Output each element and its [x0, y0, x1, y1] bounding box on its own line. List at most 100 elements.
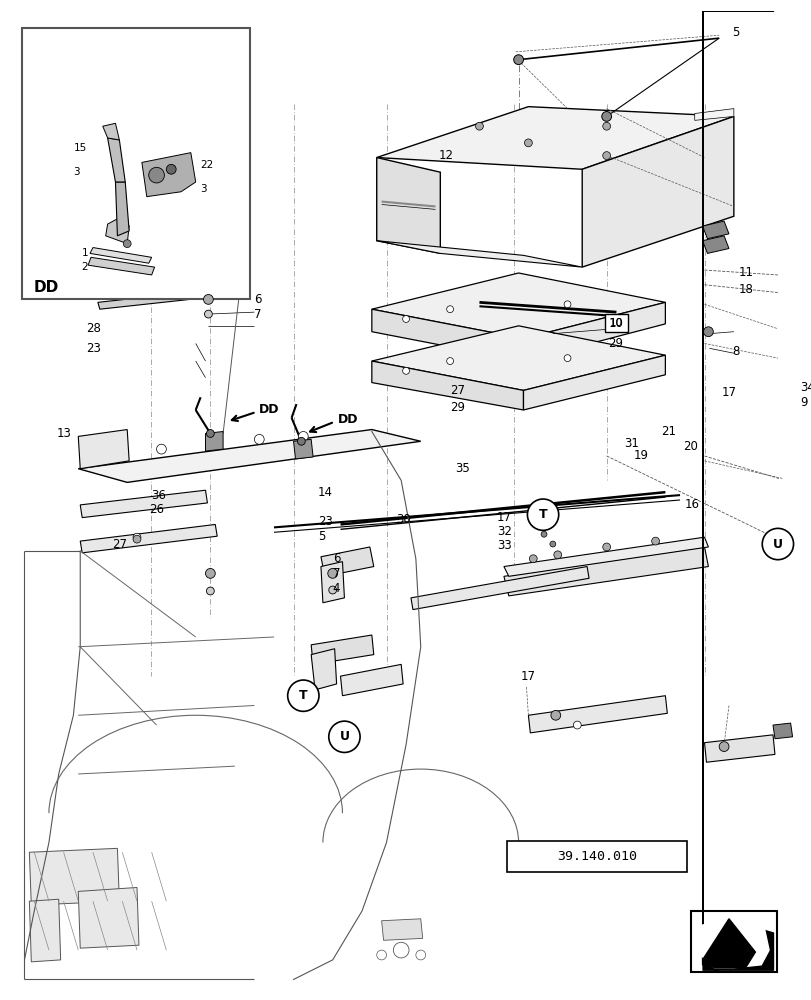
Polygon shape [294, 439, 313, 459]
Polygon shape [80, 490, 207, 518]
Text: 10: 10 [608, 317, 623, 330]
Polygon shape [523, 355, 664, 410]
Polygon shape [381, 919, 423, 940]
Polygon shape [98, 293, 190, 309]
Polygon shape [340, 664, 402, 696]
Text: 2: 2 [81, 262, 88, 272]
Circle shape [719, 742, 728, 751]
Text: 10: 10 [609, 318, 622, 328]
Circle shape [702, 327, 712, 337]
Polygon shape [78, 430, 420, 482]
Text: 33: 33 [496, 539, 511, 552]
Circle shape [762, 528, 792, 560]
Polygon shape [376, 107, 733, 169]
Polygon shape [80, 524, 217, 553]
Polygon shape [108, 138, 125, 182]
Circle shape [527, 499, 558, 530]
Circle shape [550, 710, 560, 720]
Circle shape [298, 432, 308, 441]
Polygon shape [78, 430, 129, 469]
Circle shape [402, 316, 409, 322]
Polygon shape [105, 216, 129, 244]
Polygon shape [376, 158, 440, 253]
Text: 26: 26 [148, 503, 164, 516]
Text: 39.140.010: 39.140.010 [556, 850, 636, 863]
Text: 31: 31 [624, 437, 638, 450]
Text: 12: 12 [438, 149, 453, 162]
Circle shape [297, 437, 305, 445]
Circle shape [204, 295, 213, 304]
Bar [22, 28, 249, 299]
Polygon shape [78, 887, 139, 948]
Text: 3: 3 [200, 184, 207, 194]
Polygon shape [504, 547, 707, 596]
Circle shape [573, 721, 581, 729]
Text: 21: 21 [661, 425, 676, 438]
Polygon shape [704, 735, 774, 762]
Circle shape [206, 430, 214, 437]
Polygon shape [205, 432, 223, 451]
Text: 36: 36 [152, 489, 166, 502]
Text: 8: 8 [731, 345, 738, 358]
Circle shape [206, 587, 214, 595]
Polygon shape [694, 109, 733, 120]
Text: 23: 23 [86, 342, 101, 355]
Circle shape [513, 55, 523, 65]
Bar [690, 911, 776, 972]
FancyBboxPatch shape [506, 841, 686, 872]
Circle shape [148, 167, 164, 183]
Polygon shape [320, 547, 373, 576]
Text: 15: 15 [73, 143, 87, 153]
Text: 29: 29 [608, 337, 623, 350]
Text: 29: 29 [449, 401, 465, 414]
Circle shape [564, 355, 570, 362]
Polygon shape [504, 537, 707, 576]
Polygon shape [88, 257, 154, 275]
Circle shape [133, 535, 141, 543]
Text: 16: 16 [684, 498, 699, 511]
Text: 32: 32 [496, 525, 511, 538]
Circle shape [402, 367, 409, 374]
Circle shape [549, 541, 555, 547]
Text: 7: 7 [333, 567, 340, 580]
Circle shape [553, 551, 561, 559]
Circle shape [204, 310, 212, 318]
Text: 3: 3 [73, 167, 80, 177]
Circle shape [166, 164, 176, 174]
Circle shape [123, 240, 131, 248]
Text: T: T [538, 508, 547, 521]
Text: 17: 17 [520, 670, 535, 683]
Polygon shape [528, 696, 667, 733]
Circle shape [415, 950, 425, 960]
Circle shape [287, 680, 319, 711]
Polygon shape [311, 649, 337, 690]
Circle shape [254, 434, 264, 444]
Text: DD: DD [259, 403, 280, 416]
Text: 28: 28 [86, 322, 101, 335]
Circle shape [651, 537, 659, 545]
Circle shape [602, 122, 610, 130]
Text: 23: 23 [318, 515, 333, 528]
Circle shape [446, 306, 453, 313]
Polygon shape [702, 221, 728, 239]
Text: 4: 4 [333, 582, 340, 595]
Text: U: U [772, 538, 782, 551]
Polygon shape [371, 273, 664, 339]
Text: 9: 9 [800, 396, 807, 409]
Polygon shape [29, 899, 61, 962]
Text: 13: 13 [57, 427, 71, 440]
Polygon shape [772, 723, 792, 739]
Polygon shape [702, 919, 754, 968]
Text: 6: 6 [333, 552, 340, 565]
Text: 35: 35 [454, 462, 470, 475]
Text: 14: 14 [318, 486, 333, 499]
Polygon shape [376, 241, 581, 267]
Text: 1: 1 [81, 248, 88, 258]
Polygon shape [581, 116, 733, 267]
Polygon shape [320, 562, 344, 603]
Circle shape [524, 139, 532, 147]
Text: 5: 5 [731, 26, 738, 39]
Circle shape [602, 543, 610, 551]
Polygon shape [702, 940, 743, 972]
Text: 17: 17 [721, 386, 736, 399]
